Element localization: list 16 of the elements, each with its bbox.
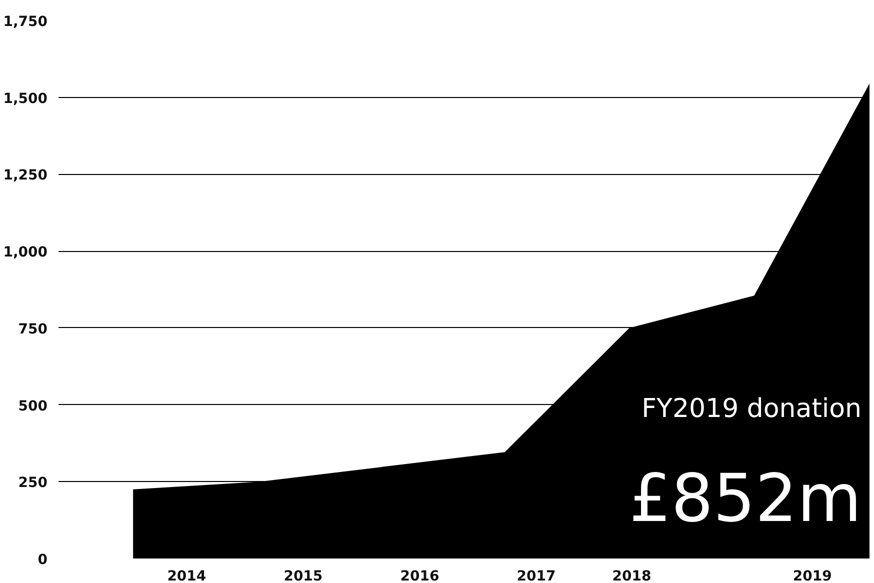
x-tick-label: 2014 (167, 568, 206, 583)
x-tick-label: 2019 (792, 568, 832, 583)
x-tick-label: 2017 (516, 568, 556, 583)
y-tick-label: 1,750 (3, 14, 48, 30)
y-tick-label: 0 (38, 552, 48, 568)
annotation: £852m (629, 460, 862, 537)
y-tick-label: 750 (18, 321, 48, 338)
annotation: FY2019 donation (642, 394, 862, 424)
x-tick-label: 2018 (612, 568, 652, 583)
y-tick-label: 1,000 (3, 244, 48, 261)
y-tick-label: 1,250 (3, 168, 48, 184)
y-tick-label: 250 (18, 475, 48, 492)
x-tick-label: 2015 (284, 568, 323, 583)
y-tick-label: 500 (18, 398, 48, 414)
y-tick-label: 1,500 (3, 90, 48, 107)
x-tick-label: 2016 (400, 568, 440, 583)
